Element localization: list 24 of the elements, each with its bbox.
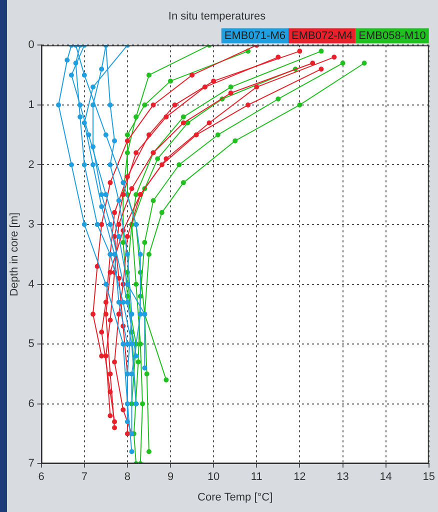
x-tick-label: 8 bbox=[124, 471, 131, 484]
y-axis-title: Depth in core [m] bbox=[8, 212, 21, 296]
x-tick-label: 15 bbox=[422, 471, 436, 484]
y-tick-label: 3 bbox=[28, 218, 34, 231]
y-tick-label: 6 bbox=[28, 398, 34, 410]
x-tick-label: 9 bbox=[167, 471, 174, 484]
y-tick-label: 1 bbox=[28, 99, 34, 112]
x-tick-label: 7 bbox=[81, 471, 88, 484]
y-tick-label: 4 bbox=[28, 278, 34, 290]
x-axis-title: Core Temp [°C] bbox=[198, 491, 273, 504]
chart-title: In situ temperatures bbox=[168, 10, 266, 23]
y-tick-label: 2 bbox=[28, 158, 34, 171]
text: EMB058-M10 bbox=[358, 30, 426, 42]
x-tick-label: 10 bbox=[207, 471, 220, 484]
x-tick-label: 14 bbox=[380, 471, 392, 484]
text: EMB071-M6 bbox=[224, 30, 286, 42]
y-tick-label: 0 bbox=[28, 39, 34, 52]
x-tick-label: 13 bbox=[336, 471, 349, 484]
y-tick-label: 5 bbox=[28, 338, 34, 350]
y-tick-label: 7 bbox=[28, 458, 34, 470]
text: EMB072-M4 bbox=[291, 30, 353, 42]
x-tick-label: 12 bbox=[294, 471, 306, 484]
x-tick-label: 11 bbox=[250, 471, 262, 484]
x-tick-label: 6 bbox=[38, 471, 44, 484]
